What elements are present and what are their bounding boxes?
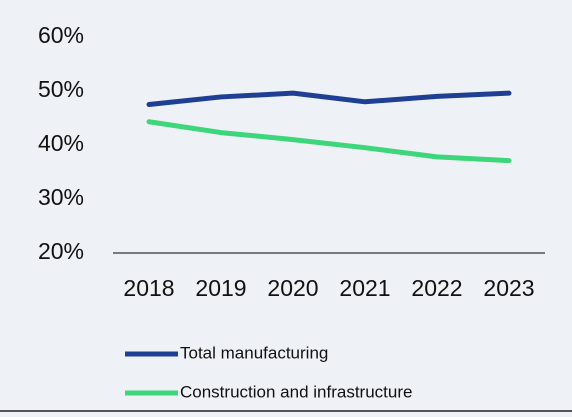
y-tick-label: 40% [38,130,84,156]
y-tick-label: 60% [38,22,84,48]
x-tick-label: 2021 [339,275,390,301]
series-line [146,119,512,164]
x-tick-label: 2023 [483,275,534,301]
x-tick-label: 2019 [195,275,246,301]
y-tick-label: 30% [38,184,84,210]
legend-label: Total manufacturing [180,343,328,362]
y-tick-label: 50% [38,76,84,102]
x-tick-label: 2020 [267,275,318,301]
x-tick-label: 2022 [411,275,462,301]
legend-label: Construction and infrastructure [180,382,412,401]
x-tick-label: 2018 [123,275,174,301]
y-tick-label: 20% [38,238,84,264]
series-line [146,90,512,107]
